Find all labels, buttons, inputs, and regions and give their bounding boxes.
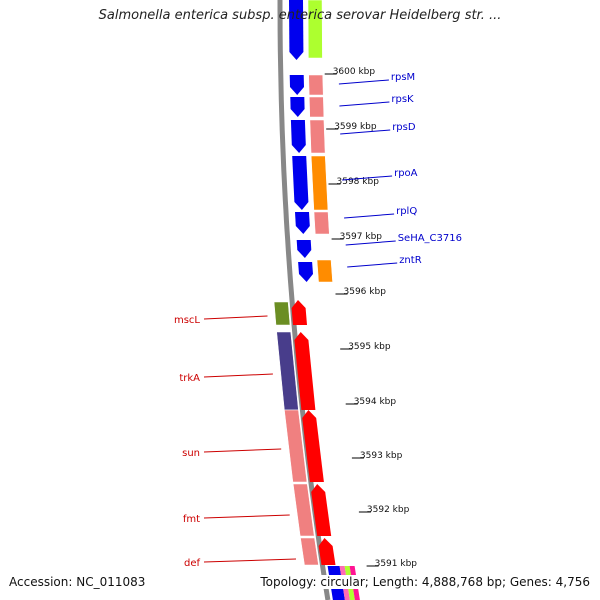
gene-label-leader <box>203 558 297 563</box>
gene-label-leader <box>203 373 273 378</box>
cog-block <box>284 409 308 483</box>
kbp-tick-label: 3596 kbp <box>344 287 387 297</box>
cog-block <box>307 0 323 59</box>
accession-label: Accession: NC_011083 <box>7 575 148 589</box>
kbp-tick-label: 3593 kbp <box>360 451 403 461</box>
gene-label-trka[interactable]: trkA <box>179 373 200 384</box>
reverse-gene-arrow <box>302 410 324 482</box>
kbp-tick-label: 3600 kbp <box>333 67 376 77</box>
gene-label-rpsm[interactable]: rpsM <box>391 72 415 83</box>
gene-label-leader <box>338 79 389 85</box>
track-band <box>234 0 400 600</box>
gene-label-leader <box>203 315 268 320</box>
reverse-gene-arrow <box>294 332 316 410</box>
cog-block <box>300 537 319 566</box>
gene-label-zntr[interactable]: zntR <box>399 255 422 266</box>
kbp-tick-label: 3599 kbp <box>334 122 377 132</box>
forward-gene-arrow <box>289 0 304 60</box>
gene-label-seha_c3716[interactable]: SeHA_C3716 <box>398 233 462 244</box>
gene-label-mscl[interactable]: mscL <box>174 315 200 326</box>
kbp-tick-marks: 3600 kbp 3599 kbp 3598 kbp 3597 kbp 3596 kbp… <box>324 67 418 569</box>
cog-block <box>309 119 326 154</box>
genome-summary: Topology: circular; Length: 4,888,768 bp… <box>258 575 592 589</box>
gene-label-leader <box>347 262 398 268</box>
gene-label-leader <box>342 175 393 181</box>
forward-gene-arrow <box>296 240 312 258</box>
gene-label-leader <box>344 213 395 219</box>
gene-label-rpsd[interactable]: rpsD <box>392 122 416 133</box>
gene-labels: rpsM rpsK rpsD rpoA rplQ SeHA_C3716 zntR mscL tr… <box>174 72 462 569</box>
gene-label-leader <box>345 240 396 246</box>
map-title: Salmonella enterica subsp. enterica sero… <box>98 8 502 23</box>
cog-block <box>310 155 329 211</box>
reverse-gene-arrow <box>291 300 307 325</box>
kbp-tick-label: 3595 kbp <box>348 342 391 352</box>
gene-label-leader <box>203 448 282 453</box>
forward-gene-arrow <box>295 212 310 234</box>
forward-gene-arrow <box>290 97 305 117</box>
gene-label-def[interactable]: def <box>184 558 201 569</box>
cog-block <box>308 74 324 96</box>
cog-block <box>313 211 330 235</box>
gene-label-leader <box>339 101 390 107</box>
cog-block <box>309 96 325 118</box>
gene-label-rpsk[interactable]: rpsK <box>391 94 414 105</box>
gene-label-sun[interactable]: sun <box>182 448 200 459</box>
reverse-gene-arrow <box>311 484 332 536</box>
gene-label-rplq[interactable]: rplQ <box>396 206 417 217</box>
reverse-gene-arrow <box>318 538 336 565</box>
kbp-tick-label: 3592 kbp <box>367 505 410 515</box>
forward-gene-arrow <box>292 156 309 210</box>
kbp-tick-label: 3594 kbp <box>354 397 397 407</box>
cog-block <box>273 301 291 326</box>
gene-label-leader <box>340 129 391 135</box>
forward-gene-arrow <box>289 75 304 95</box>
kbp-tick-label: 3597 kbp <box>340 232 383 242</box>
gene-label-rpoa[interactable]: rpoA <box>394 168 418 179</box>
gene-features <box>273 0 360 600</box>
forward-gene-arrow <box>290 120 306 153</box>
cog-block <box>292 483 315 537</box>
forward-gene-arrow <box>298 262 313 282</box>
cog-block <box>316 259 333 283</box>
kbp-tick-label: 3598 kbp <box>337 177 380 187</box>
kbp-tick-label: 3591 kbp <box>375 559 418 569</box>
gene-label-leader <box>203 514 290 519</box>
gene-label-fmt[interactable]: fmt <box>183 514 200 525</box>
